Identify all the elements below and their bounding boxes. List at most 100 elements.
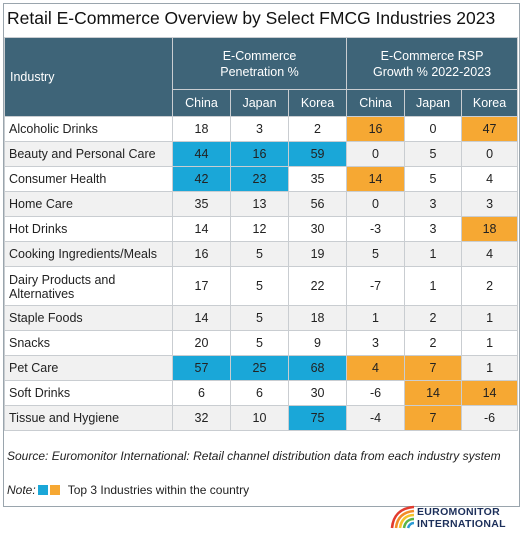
value-cell: 68: [287, 355, 348, 381]
value-cell: 42: [172, 166, 231, 192]
value-cell: 22: [287, 266, 348, 306]
value-cell: 1: [404, 266, 463, 306]
country-header: Korea: [287, 89, 348, 117]
logo-line1: EUROMONITOR: [417, 506, 501, 518]
value-cell: 4: [461, 241, 519, 267]
value-cell: 16: [346, 116, 406, 142]
value-cell: 56: [287, 191, 348, 217]
value-cell: 4: [461, 166, 519, 192]
table-row: Alcoholic Drinks 18 3 2 16 0 47: [4, 116, 519, 142]
value-cell: 14: [404, 380, 463, 406]
value-cell: 0: [346, 141, 406, 167]
legend-note: Note: Top 3 Industries within the countr…: [7, 483, 249, 497]
value-cell: 12: [230, 216, 289, 242]
value-cell: 1: [461, 305, 519, 331]
value-cell: 14: [172, 305, 231, 331]
value-cell: 23: [230, 166, 289, 192]
industry-cell: Consumer Health: [4, 166, 173, 192]
value-cell: 0: [346, 191, 406, 217]
country-header: Korea: [461, 89, 519, 117]
value-cell: 3: [461, 191, 519, 217]
value-cell: 13: [230, 191, 289, 217]
value-cell: 20: [172, 330, 231, 356]
industry-cell: Staple Foods: [4, 305, 173, 331]
value-cell: -7: [346, 266, 406, 306]
legend-text: Top 3 Industries within the country: [67, 483, 250, 497]
value-cell: 19: [287, 241, 348, 267]
value-cell: 14: [461, 380, 519, 406]
value-cell: 75: [287, 405, 348, 431]
value-cell: 2: [404, 305, 463, 331]
value-cell: 3: [230, 116, 289, 142]
value-cell: 1: [346, 305, 406, 331]
value-cell: 2: [287, 116, 348, 142]
value-cell: -4: [346, 405, 406, 431]
value-cell: 9: [287, 330, 348, 356]
value-cell: 17: [172, 266, 231, 306]
growth-header-line2: Growth % 2022-2023: [372, 64, 492, 79]
industry-cell: Hot Drinks: [4, 216, 173, 242]
growth-header-line1: E-Commerce RSP: [380, 48, 484, 63]
legend-swatch-orange: [49, 485, 60, 495]
value-cell: 25: [230, 355, 289, 381]
industry-cell: Dairy Products and Alternatives: [4, 266, 173, 306]
country-header: China: [172, 89, 231, 117]
value-cell: 3: [404, 216, 463, 242]
country-header: China: [346, 89, 406, 117]
table-row: Staple Foods 14 5 18 1 2 1: [4, 305, 519, 331]
penetration-header-line2: Penetration %: [220, 64, 299, 79]
table-row: Home Care 35 13 56 0 3 3: [4, 191, 519, 217]
value-cell: 3: [346, 330, 406, 356]
industry-cell: Beauty and Personal Care: [4, 141, 173, 167]
table-row: Dairy Products and Alternatives 17 5 22 -7 1 2: [4, 266, 519, 306]
value-cell: 18: [172, 116, 231, 142]
value-cell: 2: [461, 266, 519, 306]
table-row: Cooking Ingredients/Meals 16 5 19 5 1 4: [4, 241, 519, 267]
value-cell: 44: [172, 141, 231, 167]
value-cell: 6: [172, 380, 231, 406]
value-cell: 1: [461, 355, 519, 381]
value-cell: 5: [404, 166, 463, 192]
value-cell: -6: [346, 380, 406, 406]
industry-cell: Home Care: [4, 191, 173, 217]
value-cell: 57: [172, 355, 231, 381]
value-cell: 16: [172, 241, 231, 267]
value-cell: 3: [404, 191, 463, 217]
value-cell: 35: [287, 166, 348, 192]
industry-cell: Tissue and Hygiene: [4, 405, 173, 431]
industry-cell: Soft Drinks: [4, 380, 173, 406]
source-note: Source: Euromonitor International: Retai…: [7, 449, 501, 463]
industry-cell: Snacks: [4, 330, 173, 356]
value-cell: 2: [404, 330, 463, 356]
value-cell: 0: [404, 116, 463, 142]
penetration-group-header: E-Commerce Penetration %: [171, 37, 348, 90]
country-header: Japan: [230, 89, 289, 117]
value-cell: 35: [172, 191, 231, 217]
value-cell: -3: [346, 216, 406, 242]
table-row: Soft Drinks 6 6 30 -6 14 14: [4, 380, 519, 406]
note-label: Note:: [7, 483, 36, 497]
value-cell: 59: [287, 141, 348, 167]
value-cell: 1: [461, 330, 519, 356]
value-cell: 0: [461, 141, 519, 167]
value-cell: 7: [404, 355, 463, 381]
value-cell: 5: [404, 141, 463, 167]
value-cell: 14: [172, 216, 231, 242]
value-cell: 18: [461, 216, 519, 242]
value-cell: 4: [346, 355, 406, 381]
value-cell: 16: [230, 141, 289, 167]
industry-cell: Cooking Ingredients/Meals: [4, 241, 173, 267]
logo-text: EUROMONITOR INTERNATIONAL: [417, 506, 506, 530]
value-cell: 32: [172, 405, 231, 431]
table-row: Consumer Health 42 23 35 14 5 4: [4, 166, 519, 192]
value-cell: 30: [287, 216, 348, 242]
value-cell: 5: [230, 305, 289, 331]
value-cell: 5: [230, 266, 289, 306]
table-row: Snacks 20 5 9 3 2 1: [4, 330, 519, 356]
logo-line2: INTERNATIONAL: [417, 518, 506, 530]
value-cell: 6: [230, 380, 289, 406]
penetration-header-line1: E-Commerce: [222, 48, 297, 63]
table-row: Hot Drinks 14 12 30 -3 3 18: [4, 216, 519, 242]
euromonitor-logo: EUROMONITOR INTERNATIONAL: [390, 502, 520, 532]
rainbow-logo-icon: [390, 505, 415, 529]
